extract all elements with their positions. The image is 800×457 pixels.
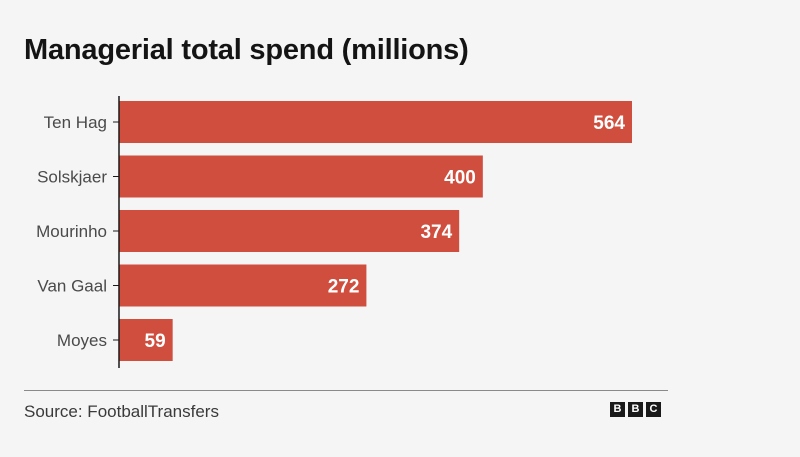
category-label-mourinho: Mourinho [36,222,107,241]
axis-layer: Ten Hag Solskjaer Mourinho Van Gaal Moyes [36,96,120,368]
category-label-solskjaer: Solskjaer [37,168,107,187]
value-label-moyes: 59 [145,331,166,352]
bbc-logo: B B C [610,402,661,417]
bar-mourinho [119,210,460,252]
logo-letter-c: C [646,402,661,417]
value-label-solskjaer: 400 [444,168,476,189]
logo-letter-b1: B [610,402,625,417]
bar-van-gaal [119,264,367,307]
category-label-van-gaal: Van Gaal [37,277,107,296]
category-label-ten-hag: Ten Hag [44,113,107,132]
value-label-mourinho: 374 [420,222,452,243]
chart-title: Managerial total spend (millions) [24,34,469,66]
logo-letter-b2: B [628,402,643,417]
category-label-moyes: Moyes [57,331,107,350]
bars-layer: 564 400 374 272 59 [119,101,632,361]
bar-solskjaer [119,155,483,198]
source-note: Source: FootballTransfers [24,402,219,421]
bar-ten-hag [119,101,632,143]
bar-moyes [119,319,173,361]
footer-divider [24,390,668,391]
value-label-ten-hag: 564 [593,113,625,134]
value-label-van-gaal: 272 [328,277,360,298]
